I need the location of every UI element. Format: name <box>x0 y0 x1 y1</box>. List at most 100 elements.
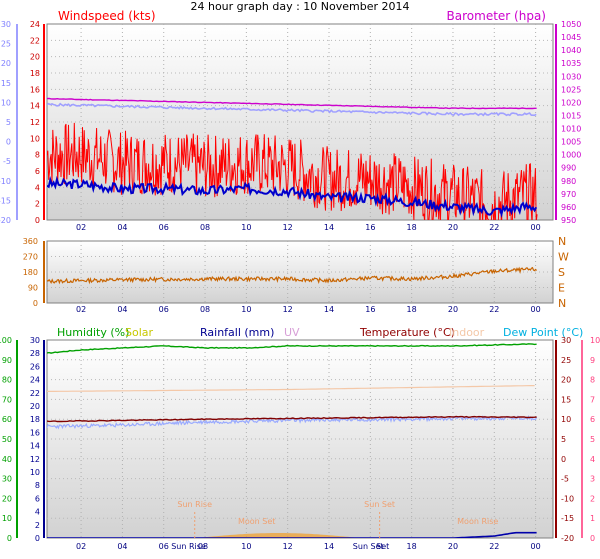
tick-label: 2 <box>35 521 40 530</box>
time-tick-label: 12 <box>283 223 293 232</box>
tick-label: 20 <box>2 494 12 503</box>
tick-label: 990 <box>561 164 576 173</box>
tick-label: 16 <box>30 428 40 437</box>
tick-label: 14 <box>30 442 40 451</box>
series-barometer <box>47 97 537 110</box>
tick-label: 4 <box>35 183 40 192</box>
time-tick-label: 14 <box>324 223 334 232</box>
tick-label: -5 <box>561 475 569 484</box>
tick-label: 8 <box>590 376 595 385</box>
legend-uv: UV <box>284 326 300 339</box>
time-tick-label: 02 <box>76 223 86 232</box>
time-tick-label: 18 <box>407 223 417 232</box>
time-tick-label: 10 <box>241 305 251 314</box>
event-label: Sun Rise <box>177 500 212 509</box>
tick-label: 960 <box>561 203 576 212</box>
tick-label: 1030 <box>561 72 581 81</box>
legend-solar: Solar <box>125 326 154 339</box>
tick-label: 180 <box>23 268 38 277</box>
tick-label: 15 <box>1 79 11 88</box>
tick-label: 270 <box>23 253 38 262</box>
series-humidity <box>47 343 537 354</box>
time-tick-label: 08 <box>200 223 210 232</box>
tick-label: 10 <box>30 134 40 143</box>
time-tick-label: 00 <box>531 223 541 232</box>
tick-label: 1035 <box>561 59 581 68</box>
time-tick-label: Sun Rise <box>171 542 206 551</box>
event-label: Moon Set <box>238 517 275 526</box>
panel1-series <box>47 97 538 220</box>
tick-label: 10 <box>1 98 11 107</box>
tick-label: 0 <box>35 534 40 543</box>
time-tick-label: 18 <box>407 305 417 314</box>
tick-label: 10 <box>30 468 40 477</box>
tick-label: 8 <box>35 151 40 160</box>
tick-label: 70 <box>2 395 12 404</box>
time-tick-label: Sun Set <box>353 542 384 551</box>
tick-label: -5 <box>3 157 11 166</box>
series-windspeed <box>47 122 538 220</box>
tick-label: 7 <box>590 395 595 404</box>
time-tick-label: 04 <box>117 305 127 314</box>
tick-label: 5 <box>590 435 595 444</box>
tick-label: -15 <box>0 196 11 205</box>
time-tick-label: 00 <box>531 542 541 551</box>
tick-label: 30 <box>30 336 40 345</box>
tick-label: 60 <box>2 415 12 424</box>
tick-label: 25 <box>561 356 571 365</box>
tick-label: 100 <box>0 336 12 345</box>
temperature-ticks: 30 25 20 15 10 5 0 -5 -10 -15 -20 <box>561 336 574 543</box>
barometer-axis-title: Barometer (hpa) <box>447 9 546 23</box>
tick-label: 970 <box>561 190 576 199</box>
tick-label: 1020 <box>561 98 581 107</box>
tick-label: 0 <box>33 299 38 308</box>
time-tick-label: 04 <box>117 542 127 551</box>
legend-temperature: Temperature (°C) <box>359 326 455 339</box>
tick-label: 80 <box>2 376 12 385</box>
time-tick-label: 02 <box>76 305 86 314</box>
tick-label: 20 <box>1 59 11 68</box>
tick-label: E <box>558 282 565 295</box>
time-tick-label: 22 <box>489 305 499 314</box>
tick-label: 90 <box>28 284 38 293</box>
tick-label: 12 <box>30 455 40 464</box>
windspeed-outer-ticks: 30 25 20 15 10 5 0 -5 -10 -15 -20 <box>0 20 11 225</box>
panel2-series <box>47 266 538 285</box>
time-tick-label: 18 <box>407 542 417 551</box>
uv-ticks: 10 9 8 7 6 5 4 3 2 1 0 <box>590 336 600 543</box>
tick-label: 360 <box>23 237 38 246</box>
event-label: Moon Rise <box>457 517 498 526</box>
tick-label: -20 <box>561 534 574 543</box>
tick-label: 22 <box>30 389 40 398</box>
series-rainfall <box>47 531 537 538</box>
time-tick-label: 12 <box>283 305 293 314</box>
tick-label: 28 <box>30 349 40 358</box>
panel3-legend: Humidity (%) Solar Rainfall (mm) UV Temp… <box>57 326 583 339</box>
tick-label: N <box>558 235 566 248</box>
legend-indoor: Indoor <box>449 326 485 339</box>
series-solar <box>196 533 360 538</box>
legend-humidity: Humidity (%) <box>57 326 129 339</box>
direction-degree-ticks: 360 270 180 90 0 <box>23 237 38 308</box>
tick-label: 4 <box>590 455 595 464</box>
tick-label: 30 <box>561 336 571 345</box>
time-tick-label: 02 <box>76 542 86 551</box>
series-temperature <box>47 415 537 423</box>
tick-label: 24 <box>30 20 40 29</box>
time-tick-label: 10 <box>241 223 251 232</box>
direction-compass-ticks: N W S E N <box>558 235 569 310</box>
time-tick-label: 04 <box>117 223 127 232</box>
tick-label: 0 <box>7 534 12 543</box>
tick-label: 0 <box>35 216 40 225</box>
tick-label: 980 <box>561 177 576 186</box>
tick-label: 1025 <box>561 85 581 94</box>
time-tick-label: 12 <box>283 542 293 551</box>
tick-label: 2 <box>590 494 595 503</box>
time-tick-label: 06 <box>159 542 169 551</box>
tick-label: 20 <box>561 376 571 385</box>
tick-label: 18 <box>30 415 40 424</box>
panel2-time-axis: 02 04 06 08 10 12 14 16 18 20 22 00 <box>76 305 541 314</box>
tick-label: 3 <box>590 475 595 484</box>
